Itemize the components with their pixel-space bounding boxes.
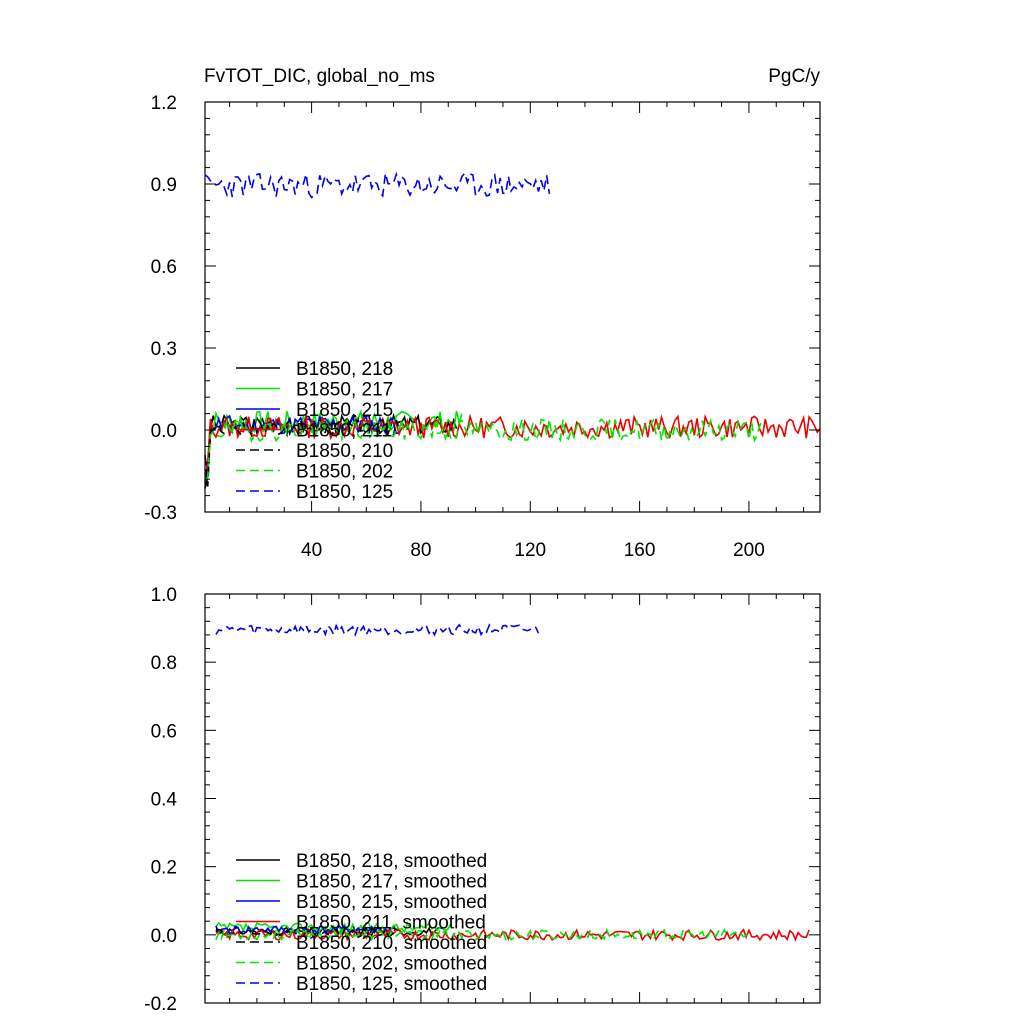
y-tick-label: 0.0 [151,926,177,947]
legend-label-5: B1850, 202 [296,462,393,483]
series-group [204,171,821,489]
legend-label-2: B1850, 215, smoothed [296,892,487,913]
y-tick-label: 0.6 [151,721,177,742]
series-group [215,623,810,942]
y-tick-label: 0.6 [151,257,177,278]
y-tick-label: 0.9 [151,175,177,196]
x-tick-label: 40 [301,540,322,561]
legend-label-4: B1850, 210, smoothed [296,933,487,954]
legend-label-2: B1850, 215 [296,400,393,421]
legend-label-5: B1850, 202, smoothed [296,954,487,975]
x-tick-label: 200 [733,540,765,561]
series-line-4 [204,416,406,487]
legend-label-1: B1850, 217 [296,380,393,401]
legend-label-0: B1850, 218 [296,359,393,380]
top-panel: -0.3 0.0 0.3 0.6 0.9 1.2 40 80 120 160 200 B1850, 2… [144,93,821,561]
series-line-6 [215,623,540,638]
y-tick-label: -0.3 [144,503,177,524]
series-line-6 [204,171,551,199]
plot-frame [204,101,821,513]
y-tick-label: 0.3 [151,339,177,360]
chart-units: PgC/y [768,66,820,87]
y-tick-label: 1.2 [151,93,177,114]
series-line-1 [215,921,452,935]
y-tick-label: 0.2 [151,858,177,879]
y-tick-label: 1.0 [151,585,177,606]
series-line-5 [215,927,752,942]
legend-label-4: B1850, 210 [296,441,393,462]
y-tick-label: 0.0 [151,421,177,442]
x-tick-label: 120 [514,540,546,561]
legend-label-1: B1850, 217, smoothed [296,872,487,893]
legend-label-6: B1850, 125, smoothed [296,974,487,995]
series-line-5 [204,417,764,480]
chart-title: FvTOT_DIC, global_no_ms [204,66,435,87]
legend-label-0: B1850, 218, smoothed [296,851,487,872]
series-line-3 [204,413,821,483]
x-tick-label: 80 [410,540,431,561]
x-tick-label: 160 [624,540,656,561]
legend-label-3: B1850, 211, smoothed [296,913,486,934]
y-tick-label: 0.8 [151,653,177,674]
legend-label-6: B1850, 125 [296,482,393,503]
legend-label-3: B1850, 211 [296,421,392,442]
y-tick-label: 0.4 [151,790,178,811]
series-line-4 [215,927,395,939]
y-tick-label: -0.2 [144,994,177,1015]
bottom-panel: -0.2 0.0 0.2 0.4 0.6 0.8 1.0 B1850, 218, smooth… [144,585,821,1015]
